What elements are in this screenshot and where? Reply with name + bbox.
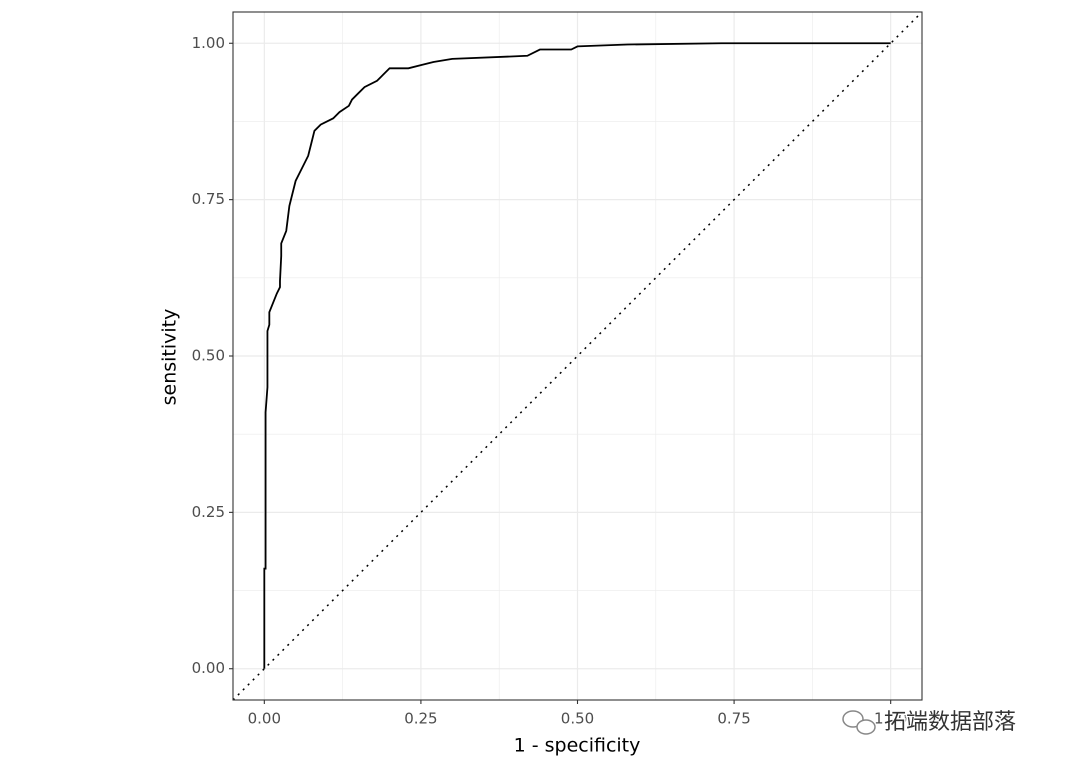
x-tick-label: 1.00 — [874, 710, 907, 728]
roc-curve — [263, 42, 891, 669]
y-tick-label: 0.75 — [192, 190, 225, 208]
x-tick-label: 0.00 — [248, 710, 281, 728]
x-axis-title: 1 - specificity — [514, 735, 641, 757]
watermark: 拓端数据部落 — [842, 709, 1018, 737]
x-tick-label: 0.75 — [717, 710, 750, 728]
axes: 0.00 0.25 0.50 0.75 1.00 0.00 0.25 0.50 0.75 1.00 — [192, 34, 908, 728]
y-axis-title: sensitivity — [159, 309, 181, 406]
grid — [233, 12, 922, 700]
y-tick-label: 0.00 — [192, 659, 225, 677]
y-tick-label: 0.25 — [192, 503, 225, 521]
x-tick-label: 0.25 — [404, 710, 437, 728]
watermark-text: 拓端数据部落 — [884, 710, 1016, 735]
x-tick-label: 0.50 — [561, 710, 594, 728]
watermark-icon — [842, 710, 864, 728]
reference-line — [233, 12, 922, 700]
y-tick-label: 1.00 — [192, 34, 225, 52]
plot-area — [233, 12, 922, 700]
y-tick-label: 0.50 — [192, 347, 225, 365]
watermark-icon — [856, 719, 876, 735]
